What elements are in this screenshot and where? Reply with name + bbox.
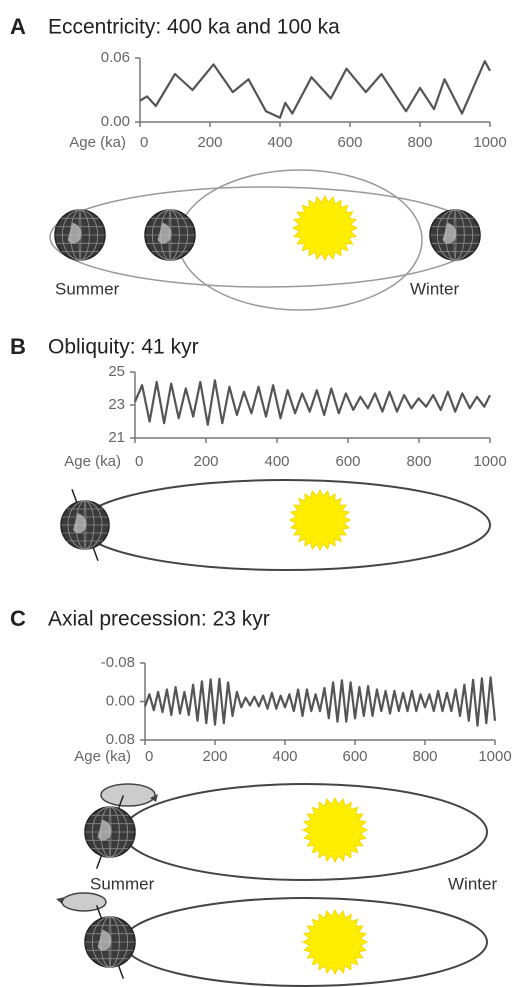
x-tick-label: 1000 <box>478 748 511 765</box>
x-tick-label: 600 <box>335 453 360 470</box>
x-tick-label: 0 <box>135 453 143 470</box>
series-line <box>139 60 491 119</box>
x-tick-label: 0 <box>145 748 153 765</box>
x-tick-label: 600 <box>342 748 367 765</box>
earth-meridian <box>151 209 189 261</box>
y-tick-label: 0.00 <box>106 692 135 709</box>
x-tick-label: 600 <box>337 134 362 151</box>
y-tick-label: 25 <box>108 363 125 380</box>
panel-label: B <box>10 334 26 359</box>
annotation: Winter <box>448 874 497 893</box>
y-tick-label: 0.08 <box>106 731 135 748</box>
series-line <box>143 676 497 727</box>
x-tick-label: 800 <box>412 748 437 765</box>
sun <box>291 194 359 262</box>
precession-cone <box>100 783 156 807</box>
earth-land <box>97 929 112 951</box>
x-tick-label: 0 <box>140 134 148 151</box>
panel-label: A <box>10 14 26 39</box>
arrow <box>150 794 158 802</box>
x-tick-label: 200 <box>197 134 222 151</box>
annotation: Summer <box>55 279 120 298</box>
earth-meridian <box>91 916 129 968</box>
earth-land <box>73 513 87 534</box>
orbit <box>122 783 488 881</box>
annotation: Winter <box>410 279 459 298</box>
x-tick-label: 1000 <box>473 453 506 470</box>
orbit <box>79 479 491 571</box>
earth-land <box>97 819 112 841</box>
arrow <box>56 897 65 904</box>
sun <box>301 908 369 976</box>
earth-land <box>67 222 82 244</box>
earth-meridian <box>91 806 129 858</box>
y-tick-label: 23 <box>108 396 125 413</box>
annotation: Summer <box>90 874 155 893</box>
x-tick-label: 200 <box>202 748 227 765</box>
x-axis-label: Age (ka) <box>69 134 126 151</box>
y-tick-label: 0.06 <box>101 49 130 66</box>
earth-meridian <box>61 209 99 261</box>
x-tick-label: 200 <box>193 453 218 470</box>
x-tick-label: 800 <box>407 134 432 151</box>
y-tick-label: 0.00 <box>101 113 130 130</box>
x-tick-label: 1000 <box>473 134 506 151</box>
earth-meridian <box>436 209 474 261</box>
series-line <box>133 379 491 426</box>
x-tick-label: 400 <box>264 453 289 470</box>
y-tick-label: 21 <box>108 429 125 446</box>
panel-title: Obliquity: 41 kyr <box>48 336 199 359</box>
panel-title: Axial precession: 23 kyr <box>48 608 270 631</box>
earth-meridian <box>67 500 103 550</box>
x-axis-label: Age (ka) <box>64 453 121 470</box>
earth-land <box>157 222 172 244</box>
x-tick-label: 400 <box>272 748 297 765</box>
precession-cone <box>61 892 107 912</box>
panel-label: C <box>10 606 26 631</box>
x-tick-label: 800 <box>406 453 431 470</box>
y-tick-label: -0.08 <box>101 654 135 671</box>
panel-title: Eccentricity: 400 ka and 100 ka <box>48 16 340 39</box>
x-axis-label: Age (ka) <box>74 748 131 765</box>
sun <box>288 488 352 552</box>
earth-land <box>442 222 457 244</box>
sun <box>301 796 369 864</box>
x-tick-label: 400 <box>267 134 292 151</box>
orbit <box>49 186 481 288</box>
